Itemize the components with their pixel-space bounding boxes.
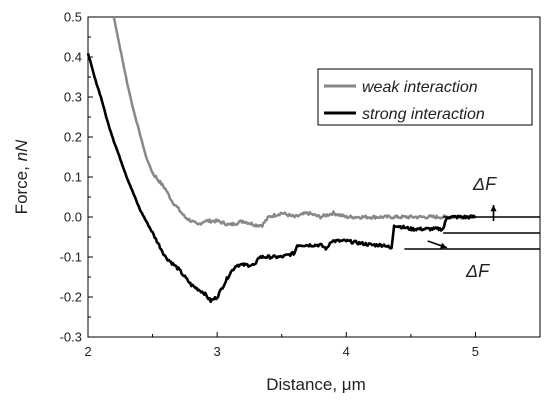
y-tick-label: 0.5 bbox=[64, 10, 82, 25]
delta-f-label-lower: ΔF bbox=[465, 261, 490, 281]
annotation-layer bbox=[404, 205, 540, 250]
y-tick-label: -0.3 bbox=[60, 330, 82, 345]
delta-f-arrow-upper-head bbox=[490, 205, 497, 212]
y-tick-label: 0.1 bbox=[64, 170, 82, 185]
series-layer bbox=[86, 16, 477, 304]
x-tick-label: 2 bbox=[84, 344, 91, 359]
series-line-weak bbox=[112, 16, 477, 228]
y-tick-label: -0.1 bbox=[60, 250, 82, 265]
x-tick-label: 4 bbox=[343, 344, 350, 359]
y-axis-label: Force, nN bbox=[12, 139, 31, 214]
legend-label-weak: weak interaction bbox=[362, 79, 478, 96]
legend-box bbox=[317, 68, 533, 126]
x-tick-label: 3 bbox=[214, 344, 221, 359]
delta-f-arrow-lower-head bbox=[440, 242, 448, 249]
x-axis-label: Distance, μm bbox=[266, 375, 366, 394]
y-tick-label: 0.0 bbox=[64, 210, 82, 225]
legend: weak interaction strong interaction bbox=[317, 68, 533, 126]
series-line-strong bbox=[86, 53, 476, 304]
y-tick-label: -0.2 bbox=[60, 290, 82, 305]
y-axis-label-prefix: Force, bbox=[12, 161, 31, 214]
x-tick-label: 5 bbox=[472, 344, 479, 359]
y-tick-label: 0.4 bbox=[64, 50, 82, 65]
axes-layer: 0.5 0.4 0.3 0.2 0.1 0.0 -0.1 -0.2 -0.32 3 4 5 bbox=[60, 10, 479, 360]
delta-f-label-upper: ΔF bbox=[472, 174, 497, 194]
y-tick-label: 0.2 bbox=[64, 130, 82, 145]
legend-label-strong: strong interaction bbox=[362, 106, 485, 123]
y-axis-label-unit: nN bbox=[12, 139, 31, 161]
y-tick-label: 0.3 bbox=[64, 90, 82, 105]
